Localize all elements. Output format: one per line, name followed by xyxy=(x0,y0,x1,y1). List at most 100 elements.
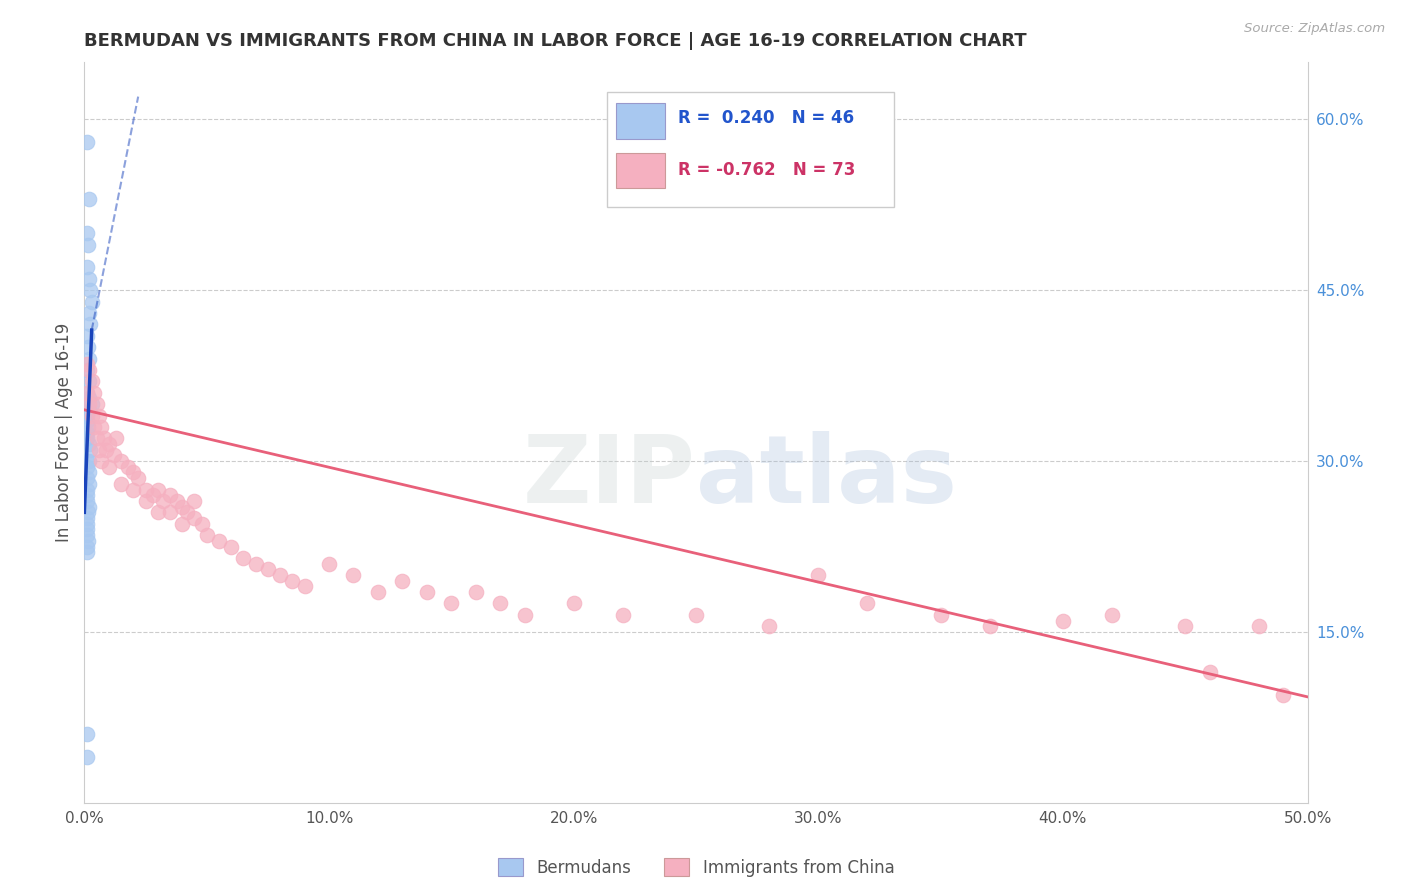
Point xyxy=(76,385,98,400)
Point xyxy=(105,431,128,445)
Point xyxy=(76,545,98,559)
Point xyxy=(1272,688,1295,702)
Text: ZIP: ZIP xyxy=(523,431,696,523)
Point xyxy=(77,392,100,406)
Point xyxy=(79,318,101,332)
Point xyxy=(367,585,389,599)
Point xyxy=(612,607,634,622)
Point xyxy=(87,409,110,423)
Point xyxy=(79,442,101,457)
Point xyxy=(80,409,103,423)
Text: R =  0.240   N = 46: R = 0.240 N = 46 xyxy=(678,109,853,127)
FancyBboxPatch shape xyxy=(616,153,665,188)
Point xyxy=(79,283,101,297)
Point xyxy=(1198,665,1220,679)
Point xyxy=(76,260,98,275)
Point xyxy=(183,511,205,525)
Point xyxy=(76,540,98,554)
Point xyxy=(96,442,118,457)
Point xyxy=(219,540,242,554)
Point xyxy=(758,619,780,633)
Point xyxy=(77,351,100,366)
Point xyxy=(562,597,585,611)
Point xyxy=(77,340,100,354)
Point xyxy=(76,523,98,537)
Point xyxy=(122,483,145,497)
Point xyxy=(1101,607,1123,622)
Point xyxy=(87,442,110,457)
Point xyxy=(77,454,100,468)
Point xyxy=(90,454,112,468)
FancyBboxPatch shape xyxy=(606,92,894,207)
Point xyxy=(142,488,165,502)
Point xyxy=(191,516,214,531)
Point xyxy=(146,505,169,519)
Point xyxy=(80,397,103,411)
Point xyxy=(76,328,98,343)
Point xyxy=(685,607,707,622)
Point xyxy=(208,533,231,548)
Point xyxy=(76,516,98,531)
Point xyxy=(77,500,100,514)
Point xyxy=(281,574,304,588)
Point xyxy=(122,466,145,480)
Point xyxy=(269,568,291,582)
Point xyxy=(146,483,169,497)
Point xyxy=(76,385,98,400)
Point xyxy=(172,516,194,531)
Point xyxy=(77,466,100,480)
Point xyxy=(76,135,98,149)
Point xyxy=(152,494,174,508)
Point xyxy=(80,294,103,309)
Point xyxy=(76,414,98,428)
Point xyxy=(76,459,98,474)
Point xyxy=(76,483,98,497)
Point xyxy=(76,425,98,440)
Point xyxy=(77,272,100,286)
Point xyxy=(86,431,108,445)
Point xyxy=(391,574,413,588)
Point xyxy=(77,476,100,491)
Point xyxy=(77,397,100,411)
Text: Source: ZipAtlas.com: Source: ZipAtlas.com xyxy=(1244,22,1385,36)
Legend: Bermudans, Immigrants from China: Bermudans, Immigrants from China xyxy=(491,852,901,883)
Point xyxy=(77,402,100,417)
Point xyxy=(232,550,254,565)
Point xyxy=(318,557,340,571)
Point xyxy=(979,619,1001,633)
Point xyxy=(77,237,100,252)
Point xyxy=(159,488,181,502)
Point xyxy=(83,420,105,434)
Point xyxy=(93,431,115,445)
Text: R = -0.762   N = 73: R = -0.762 N = 73 xyxy=(678,161,855,178)
Point xyxy=(77,420,100,434)
Point xyxy=(176,505,198,519)
Point xyxy=(77,306,100,320)
Point xyxy=(856,597,879,611)
Point xyxy=(110,454,132,468)
Point xyxy=(103,449,125,463)
Text: BERMUDAN VS IMMIGRANTS FROM CHINA IN LABOR FORCE | AGE 16-19 CORRELATION CHART: BERMUDAN VS IMMIGRANTS FROM CHINA IN LAB… xyxy=(84,32,1026,50)
Point xyxy=(90,420,112,434)
Point xyxy=(117,459,139,474)
Point xyxy=(464,585,486,599)
Point xyxy=(76,528,98,542)
Point xyxy=(110,476,132,491)
Point xyxy=(77,533,100,548)
Point xyxy=(76,227,98,241)
Point xyxy=(1052,614,1074,628)
Point xyxy=(80,375,103,389)
Point xyxy=(76,494,98,508)
Point xyxy=(76,511,98,525)
Point xyxy=(77,505,100,519)
Point xyxy=(929,607,952,622)
Point xyxy=(77,363,100,377)
Point xyxy=(76,454,98,468)
Point xyxy=(77,437,100,451)
Point xyxy=(257,562,280,576)
FancyBboxPatch shape xyxy=(616,103,665,138)
Point xyxy=(135,494,157,508)
Point xyxy=(77,375,100,389)
Point xyxy=(135,483,157,497)
Point xyxy=(77,192,100,206)
